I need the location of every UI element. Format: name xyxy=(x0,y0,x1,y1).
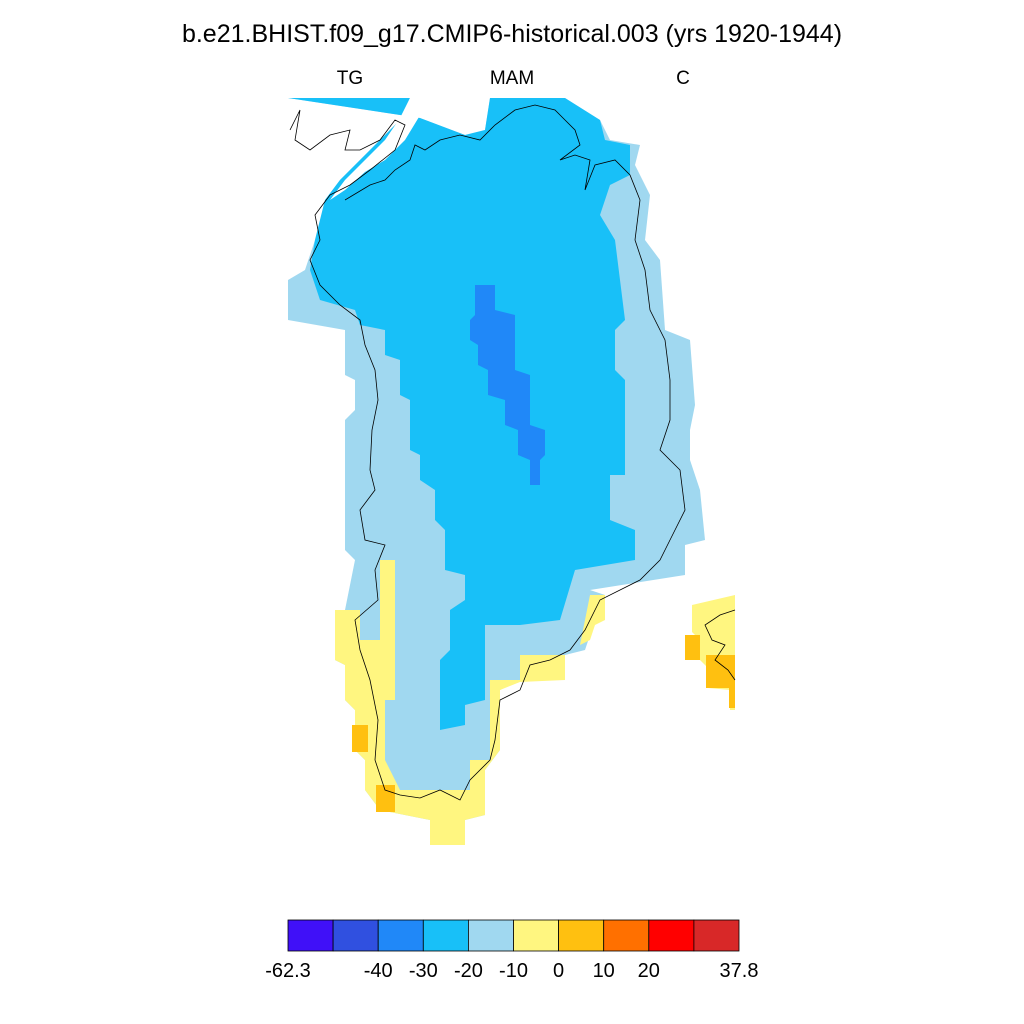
plot-title: b.e21.BHIST.f09_g17.CMIP6-historical.003… xyxy=(181,20,843,48)
subtitle-units: C xyxy=(676,68,690,89)
colorbar-box xyxy=(287,919,334,952)
cell-0-10 xyxy=(706,655,735,688)
colorbar-box xyxy=(693,919,740,952)
colorbar-label: -40 xyxy=(363,960,393,982)
colorbar-label: 37.8 xyxy=(719,960,759,982)
subtitle-season: MAM xyxy=(489,68,535,89)
subtitle-variable: TG xyxy=(336,68,364,89)
colorbar-label: 0 xyxy=(553,960,565,982)
region-minus10-0 xyxy=(335,560,565,845)
region-minus30-minus20 xyxy=(288,98,635,730)
cell-0-10 xyxy=(376,785,395,812)
colorbar-label: -20 xyxy=(453,960,483,982)
colorbar-box xyxy=(467,919,514,952)
cell-0-10 xyxy=(685,635,700,660)
colorbar-label: -62.3 xyxy=(265,960,311,982)
colorbar-box xyxy=(377,919,424,952)
region-minus40-minus30 xyxy=(470,285,545,485)
colorbar-box xyxy=(603,919,650,952)
cell-0-10 xyxy=(352,725,368,752)
colorbar-box xyxy=(422,919,469,952)
colorbar-box xyxy=(648,919,695,952)
colorbar-label: 10 xyxy=(592,960,615,982)
colorbar-label: 20 xyxy=(637,960,660,982)
colorbar-label: -10 xyxy=(499,960,528,982)
field-shading xyxy=(288,98,735,845)
colorbar xyxy=(287,919,740,952)
colorbar-label: -30 xyxy=(408,960,438,982)
coastline-east-island xyxy=(704,609,736,681)
no-data-gap xyxy=(330,98,422,200)
colorbar-box xyxy=(332,919,379,952)
colorbar-box xyxy=(513,919,559,952)
no-data-gap xyxy=(288,230,305,278)
region-minus10-0 xyxy=(580,595,605,645)
colorbar-box xyxy=(558,919,605,952)
coastline xyxy=(289,104,686,801)
cell-0-10 xyxy=(729,688,735,708)
